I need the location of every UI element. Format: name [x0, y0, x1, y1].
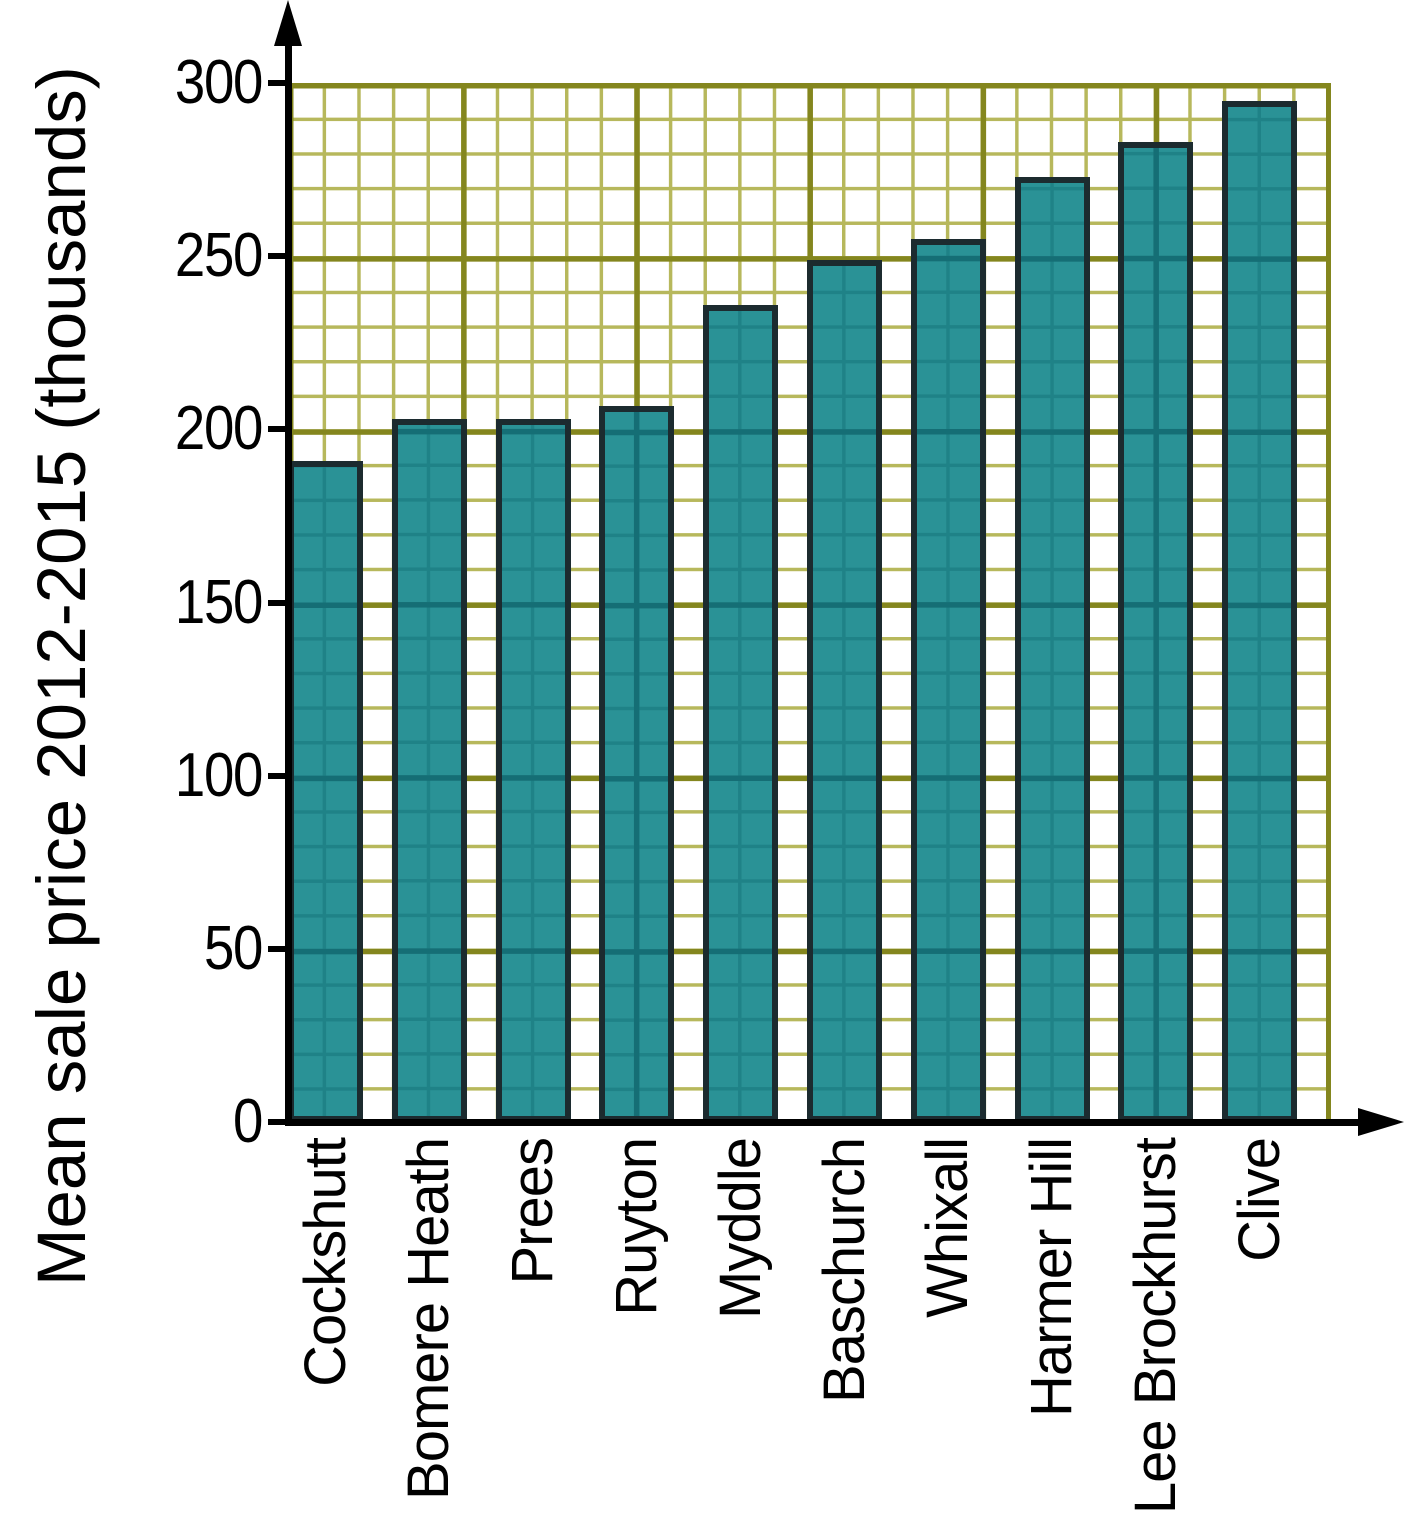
bar-cockshutt: [288, 460, 363, 1122]
y-tick-250: [268, 253, 288, 260]
y-tick-0: [268, 1119, 288, 1125]
x-label-prees: Prees: [500, 1138, 566, 1285]
bar-baschurch: [807, 260, 882, 1122]
bars-layer: [288, 83, 1326, 1122]
y-tick-100: [268, 772, 288, 779]
bar-myddle: [703, 305, 779, 1122]
bar-harmer-hill: [1014, 176, 1090, 1122]
x-label-harmer-hill: Harmer Hill: [1019, 1138, 1085, 1417]
y-tick-label-0: 0: [232, 1087, 263, 1156]
y-tick-label-250: 250: [174, 221, 263, 291]
x-label-ruyton: Ruyton: [603, 1138, 669, 1316]
bar-whixall: [910, 239, 986, 1122]
bar-lee-brockhurst: [1118, 142, 1194, 1122]
y-tick-label-100: 100: [174, 740, 263, 810]
y-axis-arrowhead-icon: [274, 0, 302, 46]
x-label-lee-brockhurst: Lee Brockhurst: [1122, 1138, 1188, 1515]
plot-area: [288, 83, 1331, 1122]
y-tick-label-200: 200: [174, 394, 263, 464]
y-tick-label-150: 150: [174, 567, 263, 637]
x-axis-arrowhead-icon: [1358, 1108, 1404, 1136]
y-tick-label-50: 50: [203, 913, 263, 983]
bar-bomere-heath: [391, 419, 467, 1122]
y-tick-200: [268, 426, 288, 433]
x-label-bomere-heath: Bomere Heath: [396, 1138, 462, 1500]
x-label-whixall: Whixall: [915, 1138, 981, 1318]
bar-prees: [495, 419, 571, 1122]
x-label-cockshutt: Cockshutt: [292, 1138, 358, 1387]
x-axis-line: [284, 1118, 1361, 1126]
bar-ruyton: [599, 405, 675, 1122]
y-tick-50: [268, 945, 288, 952]
bar-clive: [1222, 100, 1298, 1122]
y-tick-150: [268, 599, 288, 606]
y-tick-label-300: 300: [174, 48, 263, 117]
y-axis-line: [284, 28, 292, 1126]
y-tick-300: [268, 80, 288, 86]
x-label-myddle: Myddle: [707, 1138, 773, 1319]
x-label-baschurch: Baschurch: [811, 1138, 877, 1404]
x-label-clive: Clive: [1226, 1138, 1292, 1262]
